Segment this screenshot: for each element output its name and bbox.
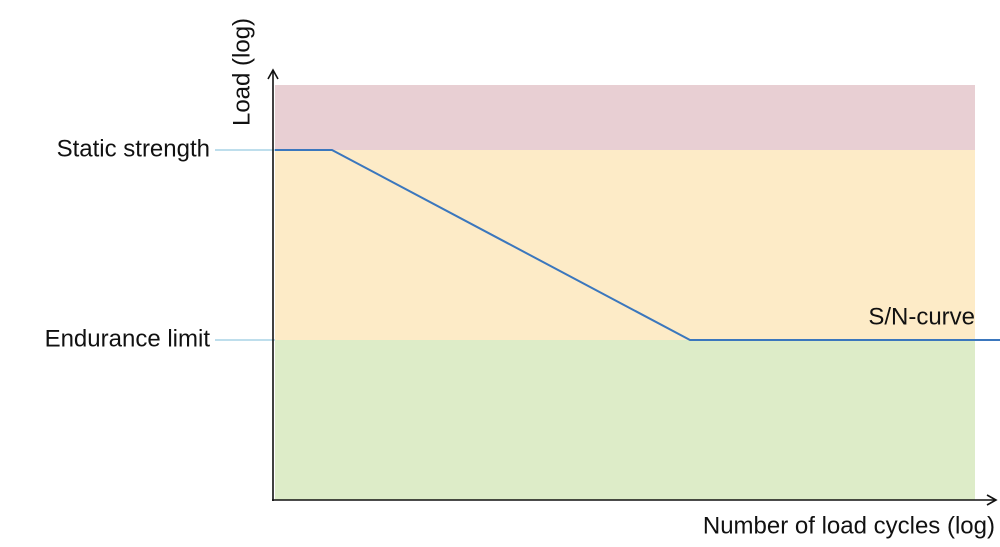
safe-zone [275, 340, 975, 500]
curve-label: S/N-curve [868, 303, 975, 330]
x-axis-label: Number of load cycles (log) [703, 512, 995, 539]
y-axis-label: Load (log) [228, 18, 255, 126]
failure-zone [275, 85, 975, 150]
sn-curve [275, 149, 1000, 341]
level-label: Endurance limit [45, 325, 211, 352]
level-label: Static strength [57, 135, 210, 162]
